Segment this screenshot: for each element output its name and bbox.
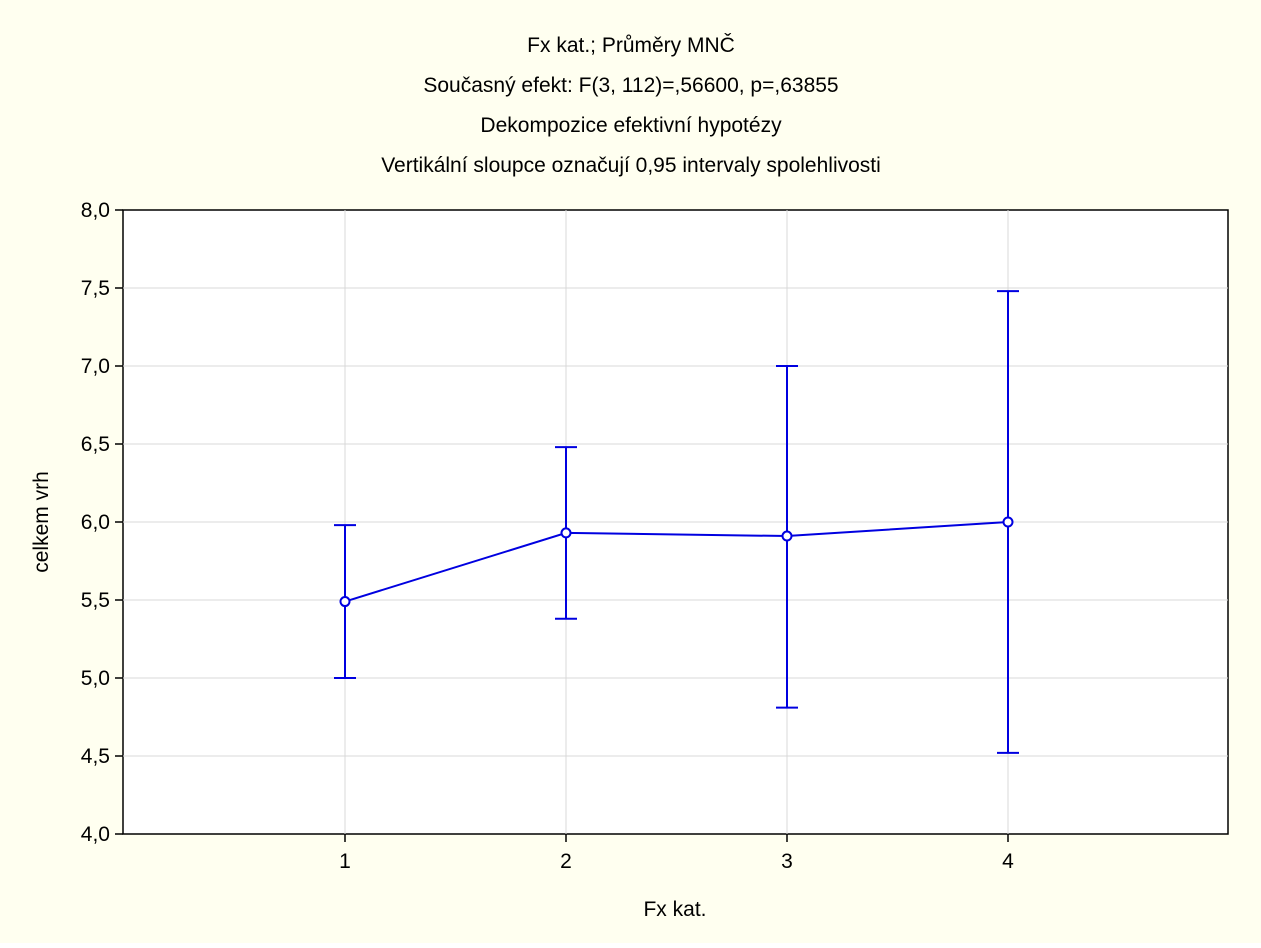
x-tick-label: 3 [781,850,793,873]
y-axis-label: celkem vrh [30,471,53,573]
title-line: Dekompozice efektivní hypotézy [480,114,782,137]
y-tick-label: 5,0 [81,667,110,690]
title-line: Současný efekt: F(3, 112)=,56600, p=,638… [423,74,838,97]
y-tick-label: 7,0 [81,355,110,378]
data-point [339,596,351,608]
data-point [781,530,793,542]
title-line: Fx kat.; Průměry MNČ [527,34,735,57]
data-point [560,527,572,539]
x-tick-label: 1 [339,850,351,873]
y-tick-label: 6,0 [81,511,110,534]
series-line [344,521,1009,603]
y-tick-label: 8,0 [81,199,110,222]
y-tick-label: 4,0 [81,823,110,846]
y-tick-label: 7,5 [81,277,110,300]
x-axis: 1 2 3 4 [339,834,1014,873]
x-tick-label: 2 [560,850,572,873]
chart-title: Fx kat.; Průměry MNČ Současný efekt: F(3,… [381,34,881,177]
y-tick-label: 5,5 [81,589,110,612]
y-tick-label: 4,5 [81,745,110,768]
title-line: Vertikální sloupce označují 0,95 interva… [381,154,881,177]
y-tick-label: 6,5 [81,433,110,456]
data-point [1002,516,1014,528]
x-tick-label: 4 [1002,850,1014,873]
y-axis: 4,0 4,5 5,0 5,5 6,0 6,5 7,0 7,5 8,0 [81,199,123,846]
x-axis-label: Fx kat. [643,898,706,921]
series [334,290,1019,754]
